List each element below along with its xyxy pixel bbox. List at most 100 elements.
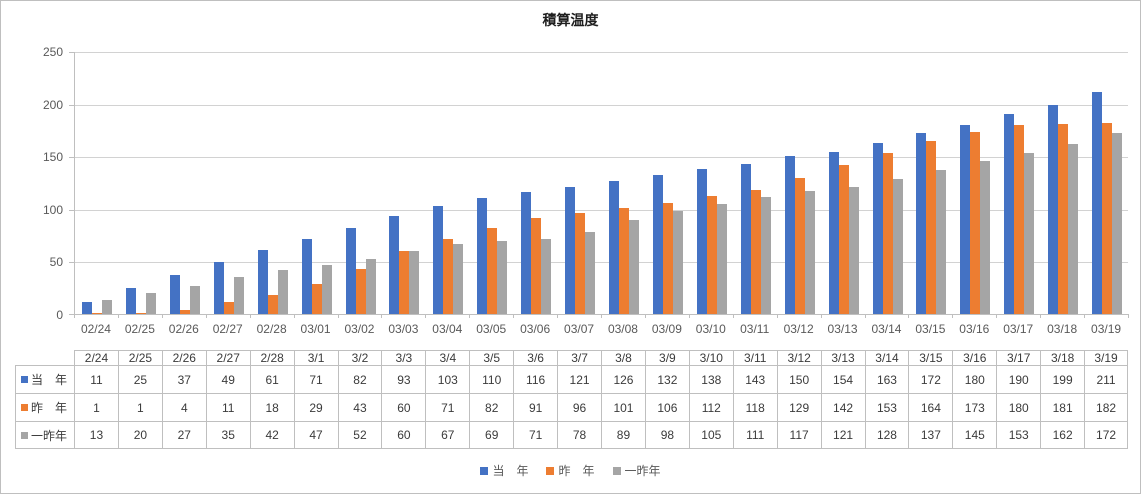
table-header-cell: 3/17 (996, 350, 1041, 365)
bar (629, 220, 639, 314)
table-row-label-text: 一昨年 (31, 428, 68, 443)
table-cell: 37 (161, 365, 206, 393)
table-cell: 163 (864, 365, 909, 393)
table-cell: 126 (601, 365, 645, 393)
bar (970, 132, 981, 314)
table-corner-cell (15, 350, 74, 365)
bar-group (646, 52, 690, 314)
bar (804, 190, 815, 314)
x-axis-label: 03/13 (827, 322, 858, 336)
table-cell: 82 (469, 393, 514, 421)
y-gridline (75, 209, 1128, 211)
bar (848, 186, 859, 314)
x-axis-label: 02/26 (168, 322, 199, 336)
table-cell: 20 (117, 421, 162, 449)
bar (740, 163, 751, 314)
legend-item: 昨 年 (546, 462, 595, 479)
bar (1058, 123, 1069, 314)
table-header-cell: 3/13 (820, 350, 865, 365)
legend-label: 一昨年 (624, 464, 661, 478)
bar (828, 152, 839, 314)
y-axis-label: 150 (42, 150, 63, 165)
bar-group (514, 52, 558, 314)
bar (135, 312, 146, 314)
table-cell: 101 (601, 393, 645, 421)
bar (892, 179, 903, 314)
table-cell: 162 (1040, 421, 1085, 449)
y-axis-label: 0 (56, 308, 63, 322)
bar-group (251, 52, 295, 314)
bar-group (734, 52, 778, 314)
table-cell: 60 (381, 393, 426, 421)
table-cell: 121 (820, 421, 865, 449)
table-header-cell: 3/15 (908, 350, 953, 365)
bar (936, 169, 947, 314)
table-header-cell: 3/10 (688, 350, 733, 365)
table-cell: 118 (732, 393, 777, 421)
x-axis-label: 03/03 (388, 322, 419, 336)
bar (980, 161, 991, 314)
y-axis: 0 50 100 150 200 250 (1, 45, 63, 322)
table-cell: 117 (776, 421, 821, 449)
table-header-cell: 3/8 (601, 350, 645, 365)
table-header-cell: 2/27 (205, 350, 250, 365)
bar-group (426, 52, 470, 314)
x-axis-tick (249, 314, 251, 318)
x-axis-tick (469, 314, 471, 318)
y-axis-label: 200 (42, 97, 63, 112)
table-cell: 112 (688, 393, 733, 421)
bar-group (602, 52, 646, 314)
chart-title: 積算温度 (542, 12, 599, 28)
y-axis-label: 250 (42, 45, 63, 59)
x-axis-label: 03/01 (300, 322, 331, 336)
table-cell: 153 (996, 421, 1041, 449)
y-axis-tick (69, 52, 75, 53)
table-cell: 61 (249, 365, 294, 393)
table-row-label: 一昨年 (15, 421, 74, 449)
table-cell: 172 (1084, 421, 1128, 449)
bar (355, 268, 366, 314)
x-axis-tick (117, 314, 119, 318)
x-axis-tick (864, 314, 866, 318)
bar (365, 259, 376, 314)
x-axis-tick (952, 314, 954, 318)
bar (872, 142, 883, 314)
legend-key-icon (612, 466, 621, 475)
bar (389, 216, 400, 314)
y-axis-tick (69, 314, 75, 315)
x-axis-label: 03/07 (564, 322, 595, 336)
x-axis-label: 02/27 (212, 322, 243, 336)
x-axis-label: 03/10 (695, 322, 726, 336)
bar (125, 287, 136, 314)
bar (345, 227, 356, 314)
table-cell: 82 (337, 365, 382, 393)
x-axis-label: 03/08 (607, 322, 638, 336)
table-header-cell: 3/3 (381, 350, 426, 365)
x-axis-label: 03/14 (871, 322, 902, 336)
table-cell: 71 (513, 421, 558, 449)
bar-group (470, 52, 514, 314)
x-axis-label: 03/15 (915, 322, 946, 336)
table-cell: 173 (952, 393, 997, 421)
legend-label: 昨 年 (558, 464, 595, 478)
table-cell: 153 (864, 393, 909, 421)
bar (926, 141, 937, 314)
table-cell: 110 (469, 365, 514, 393)
bar (267, 295, 278, 314)
table-cell: 150 (776, 365, 821, 393)
bar (784, 156, 795, 314)
y-axis-tick (69, 262, 75, 264)
table-cell: 35 (205, 421, 250, 449)
table-cell: 98 (644, 421, 689, 449)
table-row-label: 昨 年 (15, 393, 74, 421)
table-header-cell: 3/9 (644, 350, 689, 365)
bar-group (163, 52, 207, 314)
bar (1014, 124, 1025, 314)
x-axis-label: 03/04 (432, 322, 463, 336)
bar (565, 186, 576, 314)
x-axis-label: 03/05 (476, 322, 507, 336)
table-cell: 29 (293, 393, 338, 421)
plot-area (69, 52, 1129, 318)
bar (453, 243, 464, 314)
